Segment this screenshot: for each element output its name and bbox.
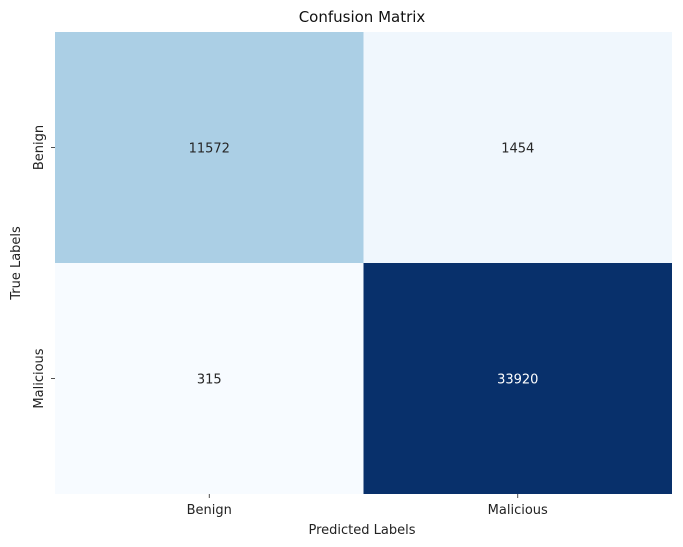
cell-value-label: 315	[197, 373, 222, 388]
cell-value-label: 33920	[497, 373, 538, 388]
x-axis-label: Predicted Labels	[308, 523, 415, 538]
heatmap-cells: 11572 1454 315 33920	[55, 32, 672, 494]
y-axis-ticks: Benign Malicious	[32, 125, 55, 409]
x-tick-label: Benign	[187, 503, 232, 518]
y-axis-label: True Labels	[9, 226, 24, 301]
chart-title: Confusion Matrix	[299, 8, 426, 26]
cell-value-label: 11572	[189, 142, 230, 157]
y-tick-label: Benign	[32, 125, 47, 170]
x-tick-label: Malicious	[488, 503, 548, 518]
heatmap-cell	[363, 32, 672, 263]
heatmap-cell	[363, 263, 672, 494]
cell-value-label: 1454	[501, 142, 534, 157]
heatmap-cell	[55, 263, 364, 494]
x-axis-ticks: Benign Malicious	[187, 494, 548, 518]
heatmap-cell	[55, 32, 364, 263]
y-tick-label: Malicious	[32, 348, 47, 408]
